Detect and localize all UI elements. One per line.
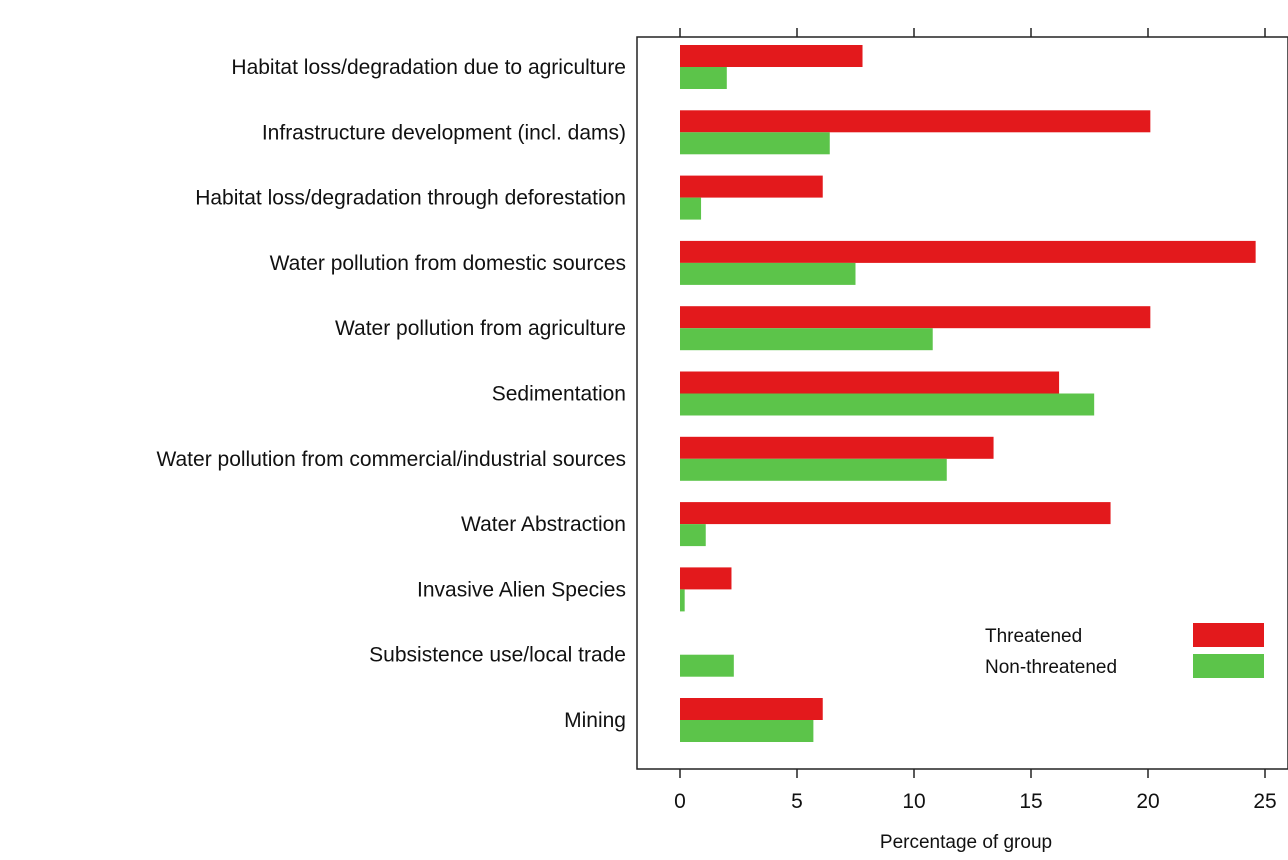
legend-swatch-non-threatened: [1193, 654, 1264, 678]
bar-non-threatened: [680, 393, 1095, 416]
bar-non-threatened: [680, 589, 685, 612]
bar-threatened: [680, 502, 1111, 525]
category-label: Water pollution from domestic sources: [270, 252, 626, 275]
x-tick-label: 25: [1253, 790, 1276, 813]
category-labels: Habitat loss/degradation due to agricult…: [156, 56, 626, 732]
bar-threatened: [680, 371, 1060, 394]
x-tick-label: 10: [902, 790, 925, 813]
bar-threatened: [680, 306, 1151, 329]
bar-threatened: [680, 110, 1151, 133]
bar-non-threatened: [680, 328, 933, 351]
bar-non-threatened: [680, 262, 856, 285]
bar-threatened: [680, 436, 994, 459]
category-label: Water Abstraction: [461, 513, 626, 536]
category-label: Invasive Alien Species: [417, 578, 626, 601]
bar-threatened: [680, 698, 823, 720]
category-label: Infrastructure development (incl. dams): [262, 121, 626, 144]
bar-non-threatened: [680, 132, 830, 155]
category-label: Habitat loss/degradation through defores…: [195, 187, 626, 210]
bar-non-threatened: [680, 720, 814, 742]
category-label: Water pollution from commercial/industri…: [156, 448, 626, 471]
category-label: Habitat loss/degradation due to agricult…: [231, 56, 626, 79]
plot-frame: [636, 36, 1288, 770]
x-tick-label: 0: [674, 790, 686, 813]
bar-threatened: [680, 240, 1256, 263]
x-tick-label: 15: [1019, 790, 1042, 813]
bar-non-threatened: [680, 524, 706, 547]
bar-threatened: [680, 567, 732, 590]
bar-non-threatened: [680, 67, 727, 89]
x-axis-title: Percentage of group: [880, 832, 1052, 853]
bars-group: [680, 45, 1256, 742]
bar-non-threatened: [680, 458, 947, 481]
bottom-axis-ticks: [679, 769, 1266, 778]
bar-non-threatened: [680, 654, 734, 677]
legend: Threatened Non-threatened: [985, 623, 1264, 678]
top-axis-ticks: [679, 28, 1266, 37]
category-label: Sedimentation: [492, 383, 626, 406]
category-label: Subsistence use/local trade: [369, 644, 626, 667]
bar-non-threatened: [680, 197, 702, 220]
x-tick-labels: 0 5 10 15 20 25: [674, 790, 1277, 813]
category-label: Water pollution from agriculture: [335, 317, 626, 340]
legend-label: Non-threatened: [985, 657, 1117, 678]
bar-threatened: [680, 45, 863, 67]
legend-swatch-threatened: [1193, 623, 1264, 647]
x-tick-label: 20: [1136, 790, 1159, 813]
bar-threatened: [680, 175, 823, 198]
category-label: Mining: [564, 709, 626, 732]
legend-label: Threatened: [985, 626, 1082, 647]
x-tick-label: 5: [791, 790, 803, 813]
